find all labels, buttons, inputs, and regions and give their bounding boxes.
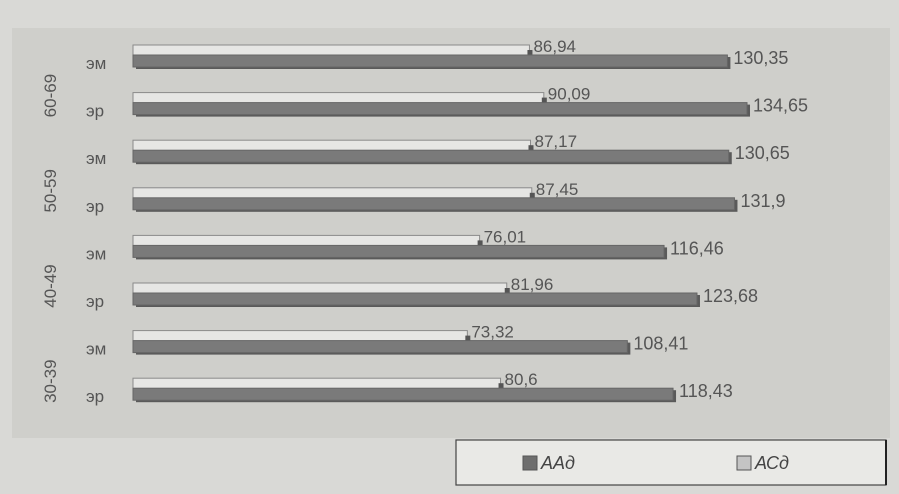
- data-label-asd: 131,9: [740, 191, 785, 211]
- category-label: эр: [86, 387, 104, 406]
- group-label: 30-39: [41, 359, 60, 402]
- group-label: 40-49: [41, 264, 60, 307]
- bar-marker: [498, 383, 504, 390]
- legend-label-aad: ААд: [540, 453, 575, 473]
- legend-label-asd: АСд: [754, 453, 789, 473]
- data-label-aad: 81,96: [511, 275, 554, 294]
- bar-marker: [465, 335, 471, 342]
- bar-asd: [132, 340, 628, 354]
- bar-asd: [132, 387, 674, 401]
- data-label-aad: 87,17: [534, 132, 577, 151]
- bar-asd: [132, 244, 665, 258]
- data-label-aad: 90,09: [548, 85, 591, 104]
- bar-marker: [477, 240, 483, 247]
- category-label: эм: [86, 340, 106, 359]
- data-label-asd: 118,43: [679, 381, 733, 401]
- bar-asd: [132, 54, 728, 68]
- bar-marker: [529, 192, 535, 199]
- bar-asd: [132, 197, 735, 211]
- bar-marker: [541, 97, 547, 104]
- data-label-aad: 87,45: [536, 180, 579, 199]
- category-label: эм: [86, 54, 106, 73]
- data-label-asd: 130,65: [735, 143, 790, 163]
- data-label-aad: 73,32: [471, 323, 514, 342]
- bar-marker: [528, 145, 534, 152]
- data-label-asd: 108,41: [633, 334, 688, 354]
- category-label: эм: [86, 149, 106, 168]
- group-label: 60-69: [41, 74, 60, 117]
- category-label: эм: [86, 244, 106, 263]
- data-label-aad: 76,01: [484, 227, 527, 246]
- bar-marker: [527, 50, 533, 56]
- data-label-asd: 116,46: [670, 238, 724, 258]
- bar-asd: [132, 102, 748, 116]
- bar-marker: [504, 288, 510, 294]
- data-label-asd: 123,68: [703, 286, 758, 306]
- bar-asd: [132, 292, 698, 306]
- legend-swatch-aad: [522, 455, 538, 471]
- group-label: 50-59: [41, 169, 60, 212]
- data-label-aad: 80,6: [505, 370, 538, 389]
- bar-asd: [132, 149, 730, 163]
- category-label: эр: [86, 292, 104, 311]
- data-label-aad: 86,94: [533, 37, 576, 56]
- category-label: эр: [86, 197, 104, 216]
- data-label-asd: 130,35: [733, 48, 788, 68]
- legend-box: [455, 439, 887, 486]
- legend-swatch-asd: [736, 455, 752, 471]
- data-label-asd: 134,65: [753, 96, 808, 116]
- plot-area: [12, 28, 890, 438]
- category-label: эр: [86, 102, 104, 121]
